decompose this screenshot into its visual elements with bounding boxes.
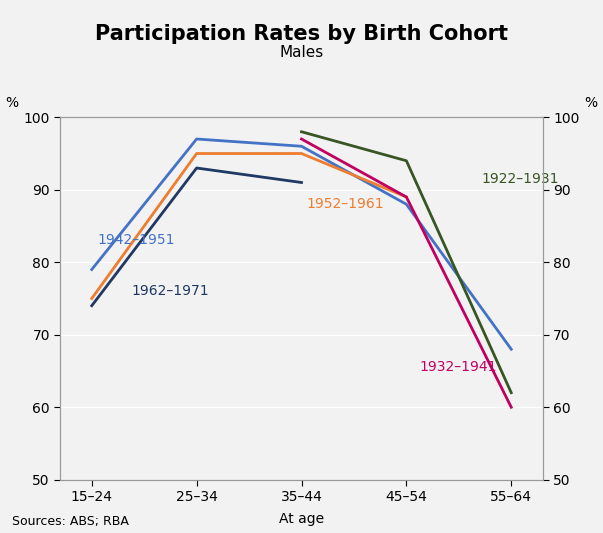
Text: Sources: ABS; RBA: Sources: ABS; RBA — [12, 515, 129, 528]
Text: 1952–1961: 1952–1961 — [307, 197, 384, 211]
Text: 1932–1941: 1932–1941 — [419, 360, 496, 374]
Text: 1922–1931: 1922–1931 — [482, 172, 560, 186]
X-axis label: At age: At age — [279, 512, 324, 527]
Text: %: % — [584, 96, 598, 110]
Text: %: % — [5, 96, 19, 110]
Text: Males: Males — [279, 45, 324, 60]
Text: Participation Rates by Birth Cohort: Participation Rates by Birth Cohort — [95, 24, 508, 44]
Text: 1942–1951: 1942–1951 — [97, 233, 174, 247]
Text: 1962–1971: 1962–1971 — [131, 284, 209, 298]
